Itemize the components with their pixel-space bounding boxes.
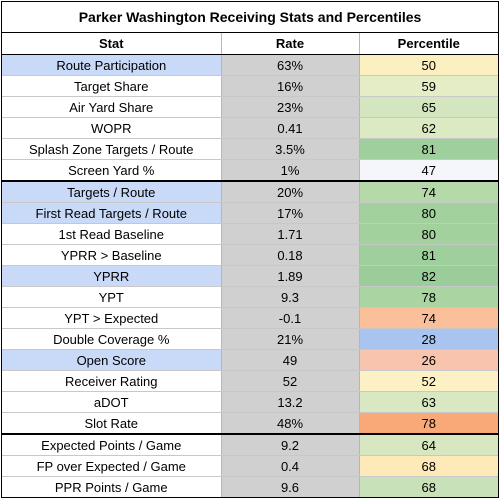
table-row: Slot Rate 48% 78 (2, 412, 498, 435)
percentile-cell: 74 (359, 307, 498, 329)
table-row: Air Yard Share 23% 65 (2, 96, 498, 118)
stat-cell: Targets / Route (2, 181, 222, 203)
stat-cell: Air Yard Share (2, 96, 222, 118)
rate-cell: 1% (221, 159, 360, 182)
rate-cell: 9.6 (221, 476, 360, 497)
stat-cell: First Read Targets / Route (2, 202, 222, 224)
rate-cell: 23% (221, 96, 360, 118)
percentile-cell: 59 (359, 75, 498, 97)
stats-table: Stat Rate Percentile Route Participation… (2, 33, 498, 497)
percentile-cell: 78 (359, 286, 498, 308)
rate-cell: 20% (221, 181, 360, 203)
rate-cell: 52 (221, 370, 360, 392)
stat-cell: YPRR > Baseline (2, 244, 222, 266)
rate-cell: 49 (221, 349, 360, 371)
percentile-cell: 68 (359, 476, 498, 497)
percentile-cell: 50 (359, 54, 498, 76)
percentile-cell: 65 (359, 96, 498, 118)
percentile-cell: 78 (359, 412, 498, 435)
rate-cell: 3.5% (221, 138, 360, 160)
stat-cell: Expected Points / Game (2, 434, 222, 456)
table-row: YPT 9.3 78 (2, 286, 498, 308)
stat-cell: Route Participation (2, 54, 222, 76)
table-row: Splash Zone Targets / Route 3.5% 81 (2, 138, 498, 160)
stat-cell: Open Score (2, 349, 222, 371)
percentile-cell: 47 (359, 159, 498, 182)
percentile-cell: 64 (359, 434, 498, 456)
table-row: PPR Points / Game 9.6 68 (2, 476, 498, 497)
stat-cell: Screen Yard % (2, 159, 222, 182)
rate-cell: -0.1 (221, 307, 360, 329)
table-row: YPRR 1.89 82 (2, 265, 498, 287)
stat-cell: Slot Rate (2, 412, 222, 435)
header-percentile: Percentile (359, 33, 498, 55)
stat-cell: YPT > Expected (2, 307, 222, 329)
percentile-cell: 81 (359, 244, 498, 266)
table-row: Double Coverage % 21% 28 (2, 328, 498, 350)
rate-cell: 9.3 (221, 286, 360, 308)
table-row: Receiver Rating 52 52 (2, 370, 498, 392)
stat-cell: WOPR (2, 117, 222, 139)
rate-cell: 1.71 (221, 223, 360, 245)
rate-cell: 48% (221, 412, 360, 435)
table-row: Screen Yard % 1% 47 (2, 159, 498, 182)
sheet-title: Parker Washington Receiving Stats and Pe… (2, 2, 498, 33)
stats-body: Route Participation 63% 50 Target Share 16% 5… (2, 54, 498, 497)
header-rate: Rate (221, 33, 360, 55)
rate-cell: 0.4 (221, 455, 360, 477)
stat-cell: YPT (2, 286, 222, 308)
stat-cell: Double Coverage % (2, 328, 222, 350)
table-row: First Read Targets / Route 17% 80 (2, 202, 498, 224)
percentile-cell: 26 (359, 349, 498, 371)
rate-cell: 16% (221, 75, 360, 97)
rate-cell: 0.41 (221, 117, 360, 139)
table-row: YPT > Expected -0.1 74 (2, 307, 498, 329)
percentile-cell: 82 (359, 265, 498, 287)
percentile-cell: 74 (359, 181, 498, 203)
stat-cell: aDOT (2, 391, 222, 413)
stat-cell: YPRR (2, 265, 222, 287)
stat-cell: 1st Read Baseline (2, 223, 222, 245)
rate-cell: 1.89 (221, 265, 360, 287)
table-row: Expected Points / Game 9.2 64 (2, 434, 498, 456)
rate-cell: 63% (221, 54, 360, 76)
rate-cell: 21% (221, 328, 360, 350)
rate-cell: 13.2 (221, 391, 360, 413)
stat-cell: Receiver Rating (2, 370, 222, 392)
stat-cell: Splash Zone Targets / Route (2, 138, 222, 160)
rate-cell: 17% (221, 202, 360, 224)
percentile-cell: 80 (359, 202, 498, 224)
percentile-cell: 63 (359, 391, 498, 413)
rate-cell: 9.2 (221, 434, 360, 456)
percentile-cell: 68 (359, 455, 498, 477)
stat-cell: FP over Expected / Game (2, 455, 222, 477)
percentile-cell: 80 (359, 223, 498, 245)
percentile-cell: 81 (359, 138, 498, 160)
table-row: Route Participation 63% 50 (2, 54, 498, 76)
header-row: Stat Rate Percentile (2, 33, 498, 55)
header-stat: Stat (2, 33, 222, 55)
table-row: 1st Read Baseline 1.71 80 (2, 223, 498, 245)
rate-cell: 0.18 (221, 244, 360, 266)
table-row: FP over Expected / Game 0.4 68 (2, 455, 498, 477)
table-row: WOPR 0.41 62 (2, 117, 498, 139)
percentile-cell: 28 (359, 328, 498, 350)
stat-cell: PPR Points / Game (2, 476, 222, 497)
table-row: Open Score 49 26 (2, 349, 498, 371)
table-row: YPRR > Baseline 0.18 81 (2, 244, 498, 266)
table-row: aDOT 13.2 63 (2, 391, 498, 413)
percentile-cell: 52 (359, 370, 498, 392)
stat-cell: Target Share (2, 75, 222, 97)
table-row: Targets / Route 20% 74 (2, 181, 498, 203)
table-row: Target Share 16% 59 (2, 75, 498, 97)
percentile-cell: 62 (359, 117, 498, 139)
